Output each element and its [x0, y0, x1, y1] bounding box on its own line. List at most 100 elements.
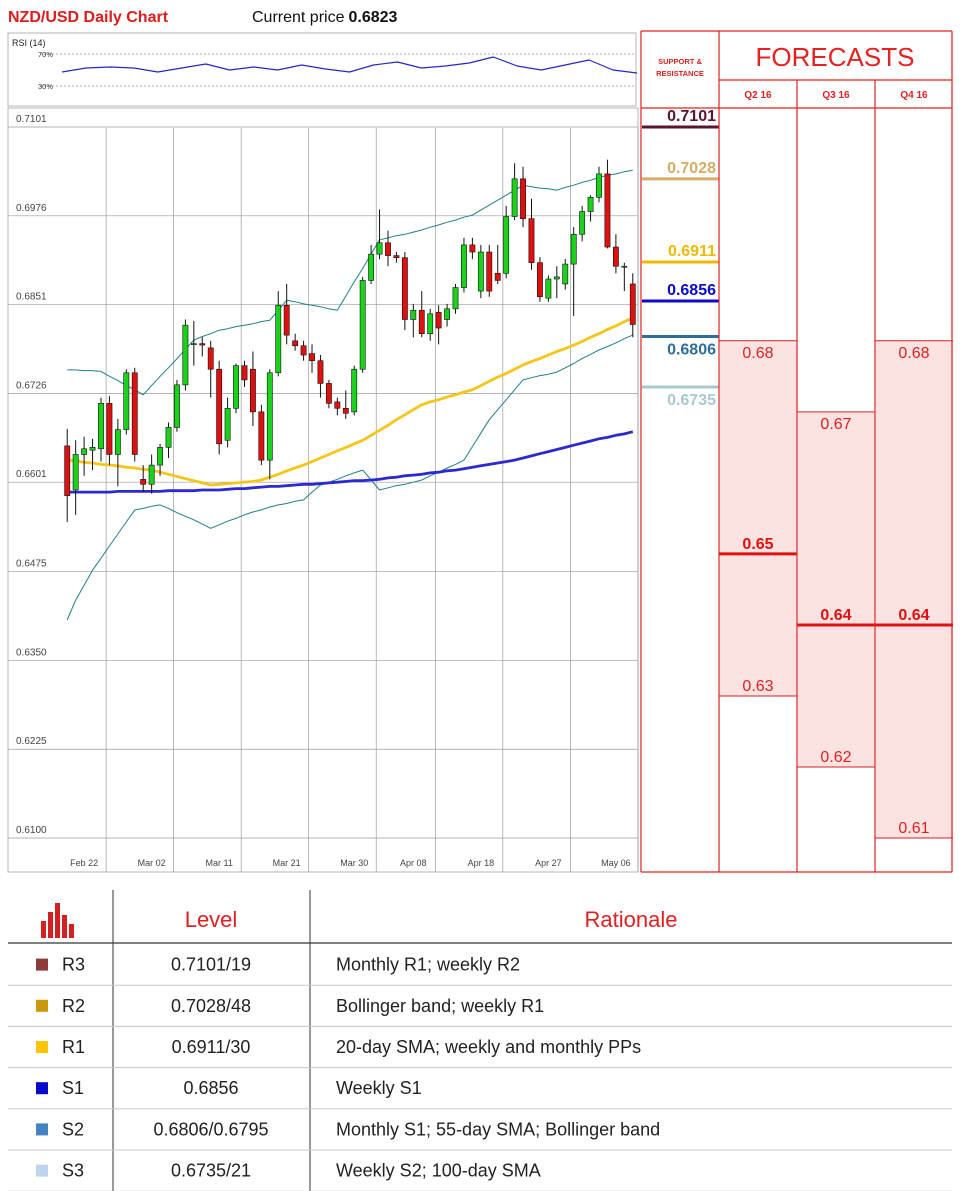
y-tick-label: 0.6350: [16, 647, 47, 658]
row-swatch: [36, 1123, 48, 1136]
candle-body: [199, 343, 206, 346]
candle-body: [140, 479, 147, 485]
forecast-frame: [640, 30, 953, 873]
forecast-mid-label: 0.64: [820, 607, 851, 624]
forecast-low-label: 0.61: [898, 820, 929, 837]
candle-body: [190, 343, 197, 345]
candle-body: [469, 244, 476, 253]
row-label: R1: [62, 1037, 85, 1057]
row-rationale: Monthly S1; 55-day SMA; Bollinger band: [336, 1119, 660, 1139]
candle-body: [131, 372, 138, 455]
row-rationale: Weekly S2; 100-day SMA: [336, 1161, 541, 1181]
table-icon: [41, 903, 74, 938]
overlay-line: [66, 334, 633, 621]
candle-body: [553, 276, 560, 280]
row-rationale: 20-day SMA; weekly and monthly PPs: [336, 1037, 641, 1057]
candle-body: [174, 384, 180, 428]
row-level: 0.6806/0.6795: [153, 1119, 268, 1139]
candle-body: [64, 445, 71, 496]
candle-body: [216, 368, 223, 445]
level-label: 0.6856: [667, 282, 716, 299]
candle-body: [562, 263, 569, 285]
candle-body: [233, 365, 239, 409]
rsi-title: RSI (14): [12, 38, 46, 48]
candle-body: [494, 273, 501, 281]
forecast-column-header: Q2 16: [744, 90, 772, 101]
table-grid: [8, 890, 952, 1191]
rsi-chart: 30% 70%: [38, 50, 638, 91]
candle-body: [300, 345, 307, 356]
candle-body: [317, 360, 324, 384]
y-tick-label: 0.6976: [16, 203, 47, 214]
level-label: 0.6806: [667, 342, 716, 359]
candle-body: [511, 178, 518, 217]
forecast-range: [876, 340, 953, 839]
x-tick-label: Feb 22: [70, 858, 98, 868]
candle-body: [283, 304, 290, 336]
x-tick-label: Apr 27: [535, 858, 562, 868]
icon-bar: [48, 912, 53, 938]
candle-body: [629, 283, 636, 325]
row-level: 0.6735/21: [171, 1161, 251, 1181]
candle-body: [477, 251, 484, 292]
forecast-high-label: 0.67: [820, 416, 851, 433]
y-tick-label: 0.6225: [16, 736, 47, 747]
overlay-line: [67, 169, 633, 396]
forecast-low-label: 0.62: [820, 749, 851, 766]
candle-body: [427, 313, 434, 335]
candle-body: [368, 253, 375, 281]
x-tick-label: Mar 11: [205, 858, 232, 868]
candle-body: [604, 173, 611, 248]
row-swatch: [36, 958, 48, 971]
row-label: S1: [62, 1078, 84, 1098]
candle-body: [98, 403, 104, 450]
table-header: Rationale: [585, 907, 678, 932]
candle-body: [520, 178, 526, 219]
y-tick-label: 70%: [38, 50, 53, 59]
forecast-panel: 0.7101 0.7028 0.6911 0.6856 0.6806 0.6735 Q2 1…: [642, 90, 953, 839]
icon-bar: [41, 921, 46, 938]
icon-bar: [69, 924, 74, 938]
candle-body: [266, 372, 273, 461]
table-rows: R3 0.7101/19 Monthly R1; weekly R2 R2 0.7028…: [8, 955, 952, 1191]
rsi-frame: [7, 32, 637, 107]
candle-body: [401, 257, 408, 320]
y-tick-label: 0.6726: [16, 380, 47, 391]
candle-body: [486, 251, 493, 292]
forecast-column-header: Q4 16: [900, 90, 928, 101]
icon-bar: [55, 903, 60, 938]
forecast-high-label: 0.68: [742, 345, 773, 362]
y-tick-label: 0.6601: [16, 469, 47, 480]
row-rationale: Bollinger band; weekly R1: [336, 996, 544, 1016]
row-label: R2: [62, 996, 85, 1016]
row-swatch: [36, 1164, 48, 1177]
candle-body: [461, 244, 467, 288]
candle-body: [410, 309, 417, 320]
candle-body: [182, 324, 189, 386]
y-tick-label: 0.6100: [16, 825, 47, 836]
level-label: 0.6911: [668, 243, 716, 260]
candle-body: [418, 309, 425, 335]
overlay-line: [67, 430, 634, 494]
y-tick-label: 0.6475: [16, 559, 47, 570]
candle-body: [258, 411, 265, 461]
candle-body: [612, 246, 619, 267]
candle-body: [359, 280, 366, 370]
candle-body: [334, 401, 341, 409]
candle-body: [444, 308, 450, 320]
row-swatch: [36, 1082, 48, 1095]
candle-body: [435, 312, 442, 329]
candle-body: [528, 218, 535, 263]
candle-body: [114, 429, 121, 455]
row-level: 0.6911/30: [172, 1037, 251, 1057]
candle-body: [123, 372, 130, 430]
candle-body: [148, 464, 155, 485]
candle-body: [241, 365, 248, 381]
price-chart: 0.6100 0.6225 0.6350 0.6475 0.6601 0.6726 0.68…: [8, 114, 639, 872]
candle-body: [309, 353, 315, 361]
icon-bar: [62, 915, 67, 938]
level-label: 0.7101: [667, 108, 716, 125]
forecast-low-label: 0.63: [742, 678, 773, 695]
